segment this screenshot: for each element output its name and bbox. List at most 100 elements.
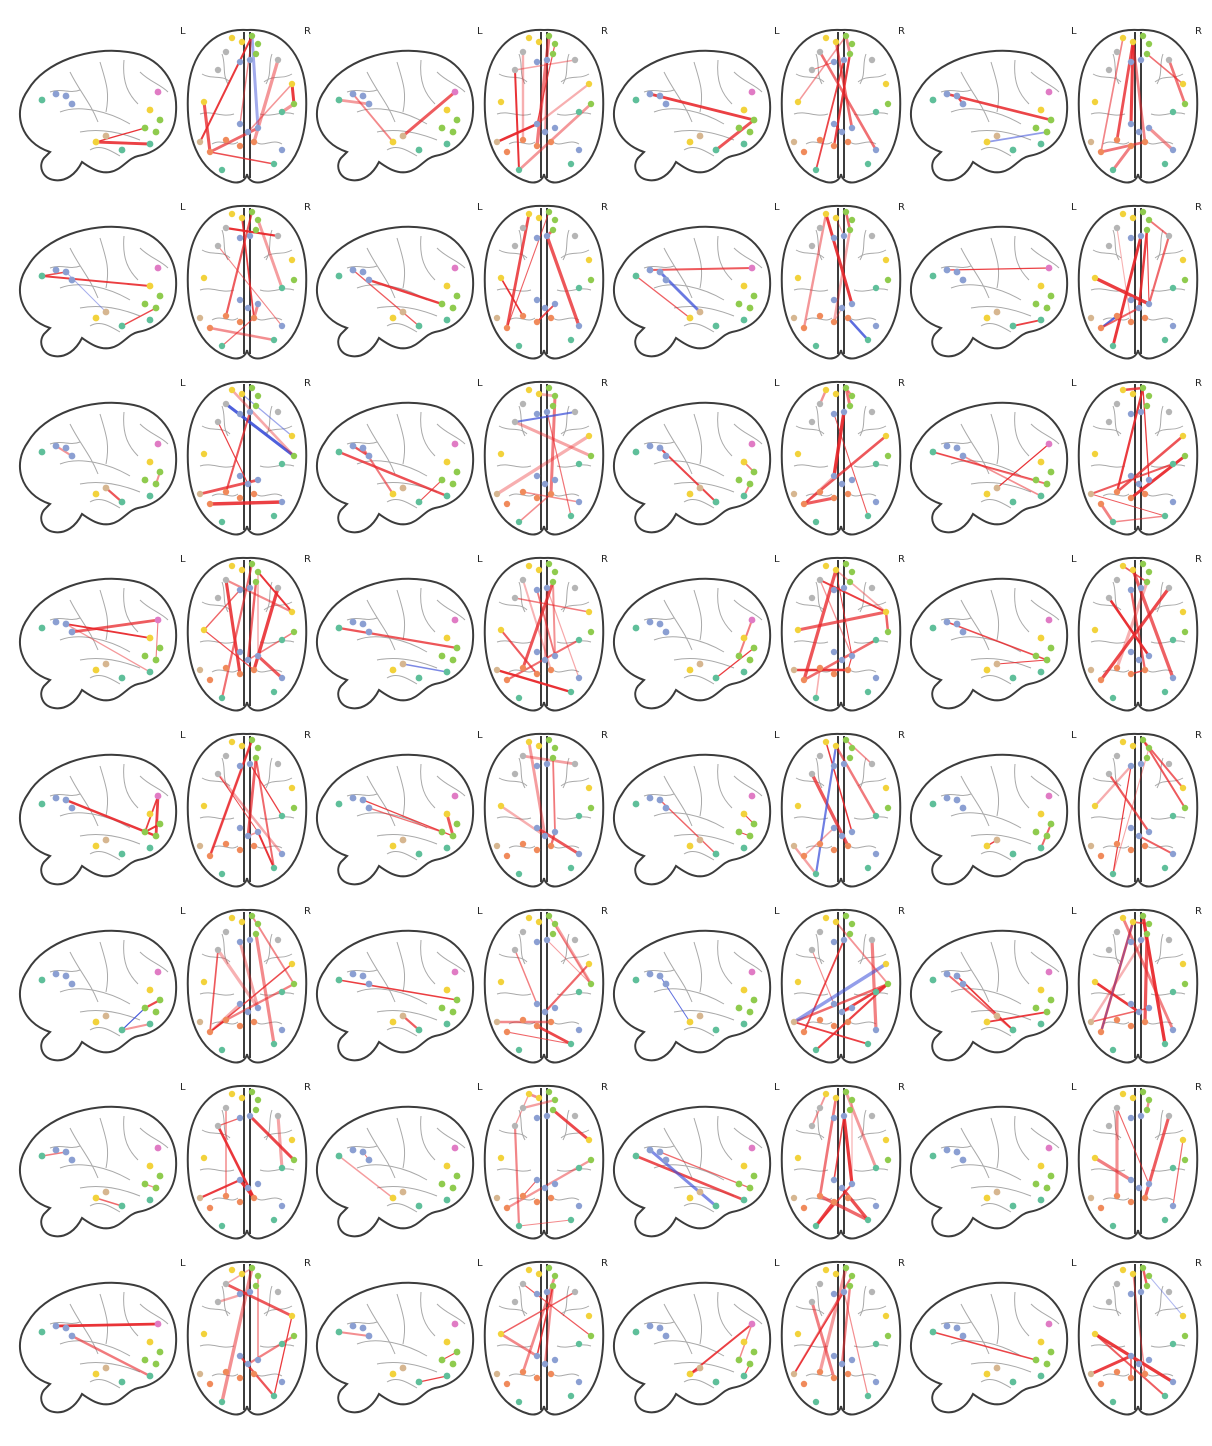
region-node bbox=[218, 342, 226, 350]
region-node bbox=[248, 1264, 256, 1272]
region-node bbox=[993, 1188, 1001, 1196]
sulcus-line bbox=[1092, 249, 1122, 259]
region-node bbox=[278, 1340, 286, 1348]
sulcus-line bbox=[717, 59, 733, 105]
region-node bbox=[872, 850, 880, 858]
positive-connection-edge bbox=[94, 140, 152, 146]
region-node bbox=[543, 56, 551, 64]
region-node bbox=[735, 124, 743, 132]
sulcus-line bbox=[356, 988, 428, 1005]
positive-connection-edge bbox=[811, 949, 835, 1005]
region-node bbox=[278, 850, 286, 858]
region-node bbox=[246, 232, 254, 240]
region-node bbox=[587, 276, 595, 284]
positive-connection-edge bbox=[1112, 765, 1132, 875]
region-node bbox=[585, 256, 593, 264]
sulcus-line bbox=[199, 288, 235, 292]
brain-outline-sagittal bbox=[910, 1105, 1069, 1238]
sulcus-line bbox=[1092, 1305, 1122, 1315]
sagittal-view bbox=[613, 753, 772, 886]
hemisphere-label-right: R bbox=[601, 554, 608, 565]
region-node bbox=[154, 440, 162, 448]
region-node bbox=[222, 1280, 230, 1288]
sulcus-line bbox=[560, 425, 590, 435]
region-node bbox=[214, 594, 222, 602]
region-node bbox=[278, 146, 286, 154]
sulcus-line bbox=[562, 1109, 570, 1141]
region-node bbox=[662, 452, 670, 460]
sulcus-line bbox=[265, 1109, 273, 1141]
positive-connection-edge bbox=[818, 50, 878, 152]
sulcus-line bbox=[673, 305, 735, 317]
region-node bbox=[335, 976, 343, 984]
sulcus-line bbox=[79, 481, 141, 493]
sulcus-line bbox=[255, 1373, 283, 1377]
positive-connection-edge bbox=[276, 1114, 284, 1170]
negative-connection-edge bbox=[846, 316, 870, 342]
region-node bbox=[399, 1188, 407, 1196]
positive-connection-edge bbox=[946, 621, 1048, 661]
region-node bbox=[750, 1348, 758, 1356]
region-node bbox=[808, 66, 816, 74]
region-node bbox=[816, 136, 824, 144]
sulcus-line bbox=[815, 757, 823, 789]
region-node bbox=[545, 208, 553, 216]
region-node bbox=[365, 980, 373, 988]
region-node bbox=[1143, 50, 1151, 58]
region-node bbox=[246, 760, 254, 768]
brain-outline-sagittal bbox=[19, 225, 178, 358]
positive-connection-edge bbox=[1094, 1333, 1166, 1397]
region-node bbox=[533, 586, 541, 594]
region-node bbox=[156, 644, 164, 652]
hemisphere-label-right: R bbox=[304, 554, 311, 565]
positive-connection-edge bbox=[1111, 234, 1143, 348]
sulcus-line bbox=[199, 1344, 235, 1348]
region-node bbox=[848, 1272, 856, 1280]
positive-connection-edge bbox=[241, 217, 255, 319]
sulcus-line bbox=[265, 405, 273, 437]
region-node bbox=[864, 1216, 872, 1224]
region-node bbox=[503, 676, 511, 684]
region-node bbox=[399, 1012, 407, 1020]
positive-connection-edge bbox=[840, 1284, 852, 1366]
sulcus-line bbox=[396, 1293, 406, 1345]
region-node bbox=[1169, 322, 1177, 330]
positive-connection-edge bbox=[1116, 227, 1132, 323]
region-node bbox=[822, 1266, 830, 1274]
region-node bbox=[62, 796, 70, 804]
sulcus-line bbox=[59, 1164, 131, 1181]
brain-outline-sagittal bbox=[316, 49, 475, 182]
region-node bbox=[515, 1222, 523, 1230]
sulcus-line bbox=[346, 1321, 378, 1325]
region-node bbox=[549, 578, 557, 586]
sulcus-line bbox=[643, 265, 675, 269]
region-node bbox=[274, 408, 282, 416]
positive-connection-edge bbox=[546, 587, 580, 679]
region-node bbox=[533, 1000, 541, 1008]
region-node bbox=[929, 1328, 937, 1336]
sulcus-line bbox=[683, 323, 715, 333]
region-node bbox=[1091, 1330, 1099, 1338]
positive-connection-edge bbox=[1147, 126, 1175, 152]
sulcus-line bbox=[1156, 1109, 1164, 1141]
positive-connection-edge bbox=[1115, 40, 1135, 142]
sagittal-view bbox=[910, 1105, 1069, 1238]
sulcus-line bbox=[960, 775, 990, 827]
region-node bbox=[1047, 1348, 1055, 1356]
positive-connection-edge bbox=[792, 844, 818, 876]
sulcus-line bbox=[795, 953, 825, 963]
region-node bbox=[838, 480, 846, 488]
sulcus-line bbox=[346, 89, 378, 93]
region-node bbox=[1113, 752, 1121, 760]
region-node bbox=[449, 1184, 457, 1192]
region-node bbox=[943, 1322, 951, 1330]
region-node bbox=[236, 846, 244, 854]
region-node bbox=[868, 936, 876, 944]
region-node bbox=[1105, 1298, 1113, 1306]
sulcus-line bbox=[69, 423, 99, 475]
region-node bbox=[646, 794, 654, 802]
sulcus-line bbox=[673, 481, 735, 493]
region-node bbox=[365, 628, 373, 636]
region-node bbox=[525, 210, 533, 218]
